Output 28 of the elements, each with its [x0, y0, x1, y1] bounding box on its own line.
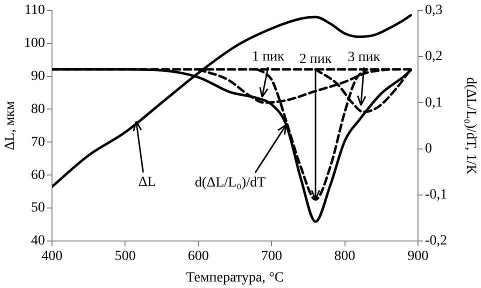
annotation: d(ΔL/L₀)/dT: [194, 175, 266, 190]
y2-tick-label: 0,2: [425, 49, 442, 64]
x-tick-label: 900: [408, 249, 428, 264]
y2-tick-label: 0,3: [425, 3, 442, 18]
y-tick-label: 100: [24, 36, 45, 52]
x-tick-label: 600: [188, 249, 209, 264]
x-tick-label: 400: [42, 249, 62, 264]
y-tick-label: 50: [31, 200, 45, 216]
y-tick-label: 110: [24, 3, 45, 18]
y-tick-label: 70: [31, 134, 45, 150]
x-axis-title: Температура, °C: [186, 270, 284, 286]
y2-tick-label: 0: [425, 141, 432, 156]
x-tick-label: 700: [261, 249, 282, 264]
y-tick-label: 40: [31, 234, 45, 249]
y2-tick-label: 0,1: [425, 95, 442, 110]
y-tick-label: 80: [31, 102, 45, 117]
y-tick-label: 60: [31, 168, 45, 183]
annotation: 3 пик: [348, 50, 380, 65]
x-tick-label: 500: [114, 249, 136, 264]
y2-axis-title: d(ΔL/L₀)/dT, 1/К: [462, 77, 478, 175]
annotation: ΔL: [138, 175, 156, 190]
y-axis-title: ΔL, мкм: [3, 101, 18, 150]
y2-tick-label: -0,1: [425, 188, 448, 203]
y-tick-label: 90: [31, 68, 45, 84]
annotation: 2 пик: [299, 52, 332, 68]
annotation: 1 пик: [252, 50, 284, 65]
y2-tick-label: -0,2: [425, 234, 448, 249]
x-tick-label: 800: [334, 249, 356, 264]
